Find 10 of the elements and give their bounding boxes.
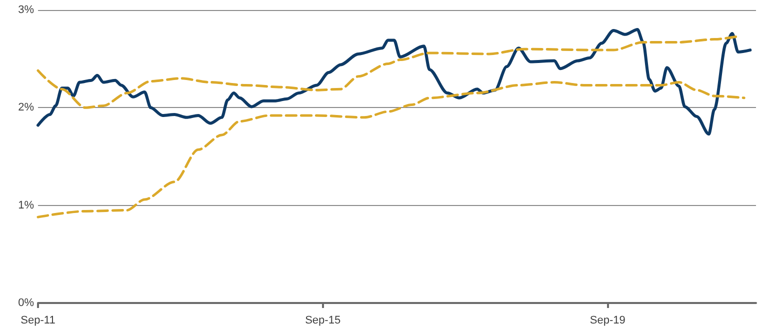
line-series bbox=[36, 35, 740, 109]
y-tick-label: 2% bbox=[18, 102, 34, 114]
x-tick-label: Sep-19 bbox=[590, 314, 626, 326]
x-tick-label: Sep-11 bbox=[20, 314, 56, 326]
x-tick-label: Sep-15 bbox=[305, 314, 341, 326]
y-tick-label: 0% bbox=[18, 297, 34, 309]
y-tick-label: 3% bbox=[18, 4, 34, 16]
y-tick-label: 1% bbox=[18, 199, 34, 212]
line-series bbox=[36, 28, 752, 136]
line-series bbox=[36, 81, 746, 218]
